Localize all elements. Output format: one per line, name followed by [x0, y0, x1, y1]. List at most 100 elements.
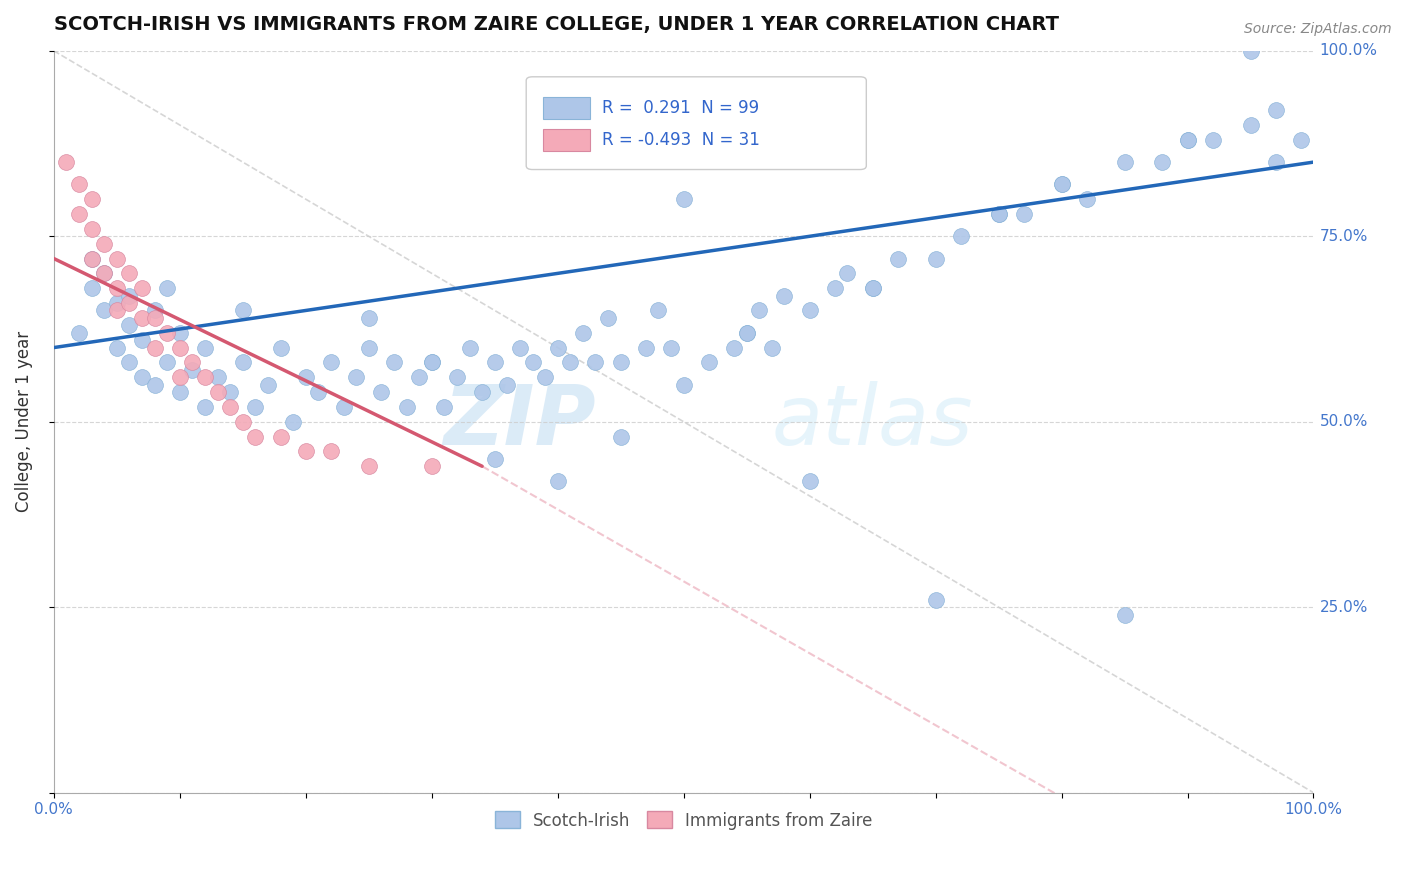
- Point: [194, 370, 217, 384]
- Point: [949, 229, 972, 244]
- Point: [924, 592, 946, 607]
- Point: [1264, 103, 1286, 118]
- Point: [987, 207, 1010, 221]
- Point: [181, 363, 204, 377]
- FancyBboxPatch shape: [543, 97, 591, 119]
- Point: [484, 355, 506, 369]
- Point: [408, 370, 430, 384]
- Point: [547, 341, 569, 355]
- Point: [67, 207, 90, 221]
- Point: [80, 222, 103, 236]
- Text: 25.0%: 25.0%: [1320, 599, 1368, 615]
- Point: [824, 281, 846, 295]
- Point: [156, 355, 179, 369]
- Point: [987, 207, 1010, 221]
- Point: [433, 400, 456, 414]
- Point: [93, 303, 115, 318]
- Point: [1050, 178, 1073, 192]
- Point: [357, 341, 380, 355]
- Point: [118, 355, 141, 369]
- Point: [382, 355, 405, 369]
- Point: [547, 474, 569, 488]
- Point: [1177, 133, 1199, 147]
- Point: [67, 326, 90, 340]
- Point: [156, 326, 179, 340]
- Point: [837, 266, 859, 280]
- Point: [420, 355, 443, 369]
- Point: [169, 385, 191, 400]
- Point: [219, 400, 242, 414]
- Point: [143, 341, 166, 355]
- Point: [245, 429, 267, 443]
- Point: [67, 178, 90, 192]
- Point: [207, 385, 229, 400]
- Point: [534, 370, 557, 384]
- Point: [1264, 155, 1286, 169]
- Point: [194, 341, 217, 355]
- Point: [484, 451, 506, 466]
- Point: [319, 444, 342, 458]
- Point: [181, 355, 204, 369]
- Point: [1012, 207, 1035, 221]
- Point: [735, 326, 758, 340]
- Point: [634, 341, 657, 355]
- Point: [723, 341, 745, 355]
- Point: [131, 370, 153, 384]
- Point: [143, 310, 166, 325]
- Point: [143, 377, 166, 392]
- Point: [131, 281, 153, 295]
- Legend: Scotch-Irish, Immigrants from Zaire: Scotch-Irish, Immigrants from Zaire: [488, 805, 879, 836]
- Point: [647, 303, 669, 318]
- Point: [105, 281, 128, 295]
- Point: [420, 459, 443, 474]
- Point: [105, 296, 128, 310]
- Point: [420, 355, 443, 369]
- Point: [194, 400, 217, 414]
- Point: [80, 252, 103, 266]
- Point: [80, 192, 103, 206]
- Point: [232, 303, 254, 318]
- Point: [143, 303, 166, 318]
- Point: [219, 385, 242, 400]
- Point: [270, 341, 292, 355]
- Text: ZIP: ZIP: [443, 381, 596, 462]
- Point: [609, 355, 631, 369]
- Point: [924, 252, 946, 266]
- Point: [659, 341, 682, 355]
- Point: [509, 341, 531, 355]
- Point: [761, 341, 783, 355]
- Point: [105, 252, 128, 266]
- Point: [307, 385, 329, 400]
- Point: [446, 370, 468, 384]
- Point: [131, 310, 153, 325]
- Point: [118, 266, 141, 280]
- Y-axis label: College, Under 1 year: College, Under 1 year: [15, 331, 32, 512]
- Point: [496, 377, 519, 392]
- Point: [1114, 607, 1136, 622]
- Point: [245, 400, 267, 414]
- Point: [1050, 178, 1073, 192]
- Point: [118, 288, 141, 302]
- Point: [1114, 155, 1136, 169]
- Point: [672, 192, 695, 206]
- Point: [1239, 118, 1261, 132]
- Text: R =  0.291  N = 99: R = 0.291 N = 99: [602, 99, 759, 117]
- Point: [319, 355, 342, 369]
- Point: [357, 459, 380, 474]
- Point: [1289, 133, 1312, 147]
- Point: [207, 370, 229, 384]
- Point: [735, 326, 758, 340]
- Point: [1239, 44, 1261, 58]
- Point: [283, 415, 305, 429]
- Point: [169, 326, 191, 340]
- Point: [80, 252, 103, 266]
- Point: [344, 370, 367, 384]
- Point: [357, 310, 380, 325]
- Text: 100.0%: 100.0%: [1320, 44, 1378, 58]
- Point: [118, 296, 141, 310]
- Point: [862, 281, 884, 295]
- Point: [697, 355, 720, 369]
- Point: [105, 341, 128, 355]
- Point: [748, 303, 770, 318]
- Text: R = -0.493  N = 31: R = -0.493 N = 31: [602, 131, 759, 149]
